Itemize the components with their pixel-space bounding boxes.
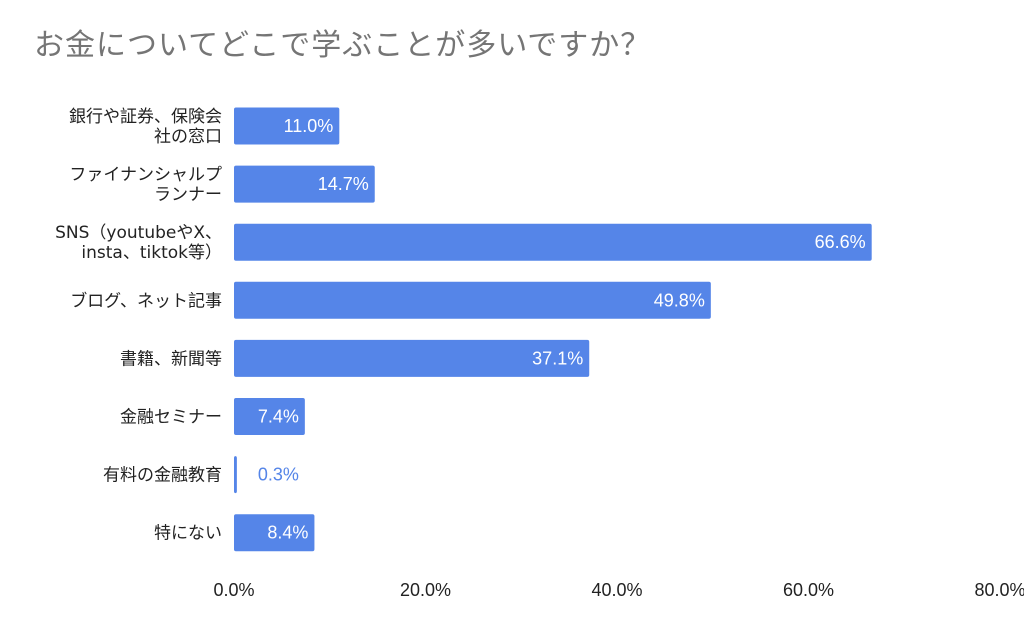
bar: [234, 398, 305, 435]
category-label-line: 銀行や証券、保険会: [69, 107, 222, 127]
x-tick-label: 40.0%: [591, 580, 642, 600]
data-label: 66.6%: [815, 232, 866, 252]
bar: [234, 514, 315, 552]
category-label: 特にない: [154, 524, 222, 544]
bar: [234, 456, 237, 494]
category-label-line: 特にない: [154, 524, 222, 544]
data-label: 11.0%: [284, 116, 334, 136]
category-label-line: ブログ、ネット記事: [70, 290, 222, 311]
category-label: SNS（youtubeやX、 insta、tiktok等）: [55, 223, 222, 263]
category-label-line: 書籍、新聞等: [120, 349, 222, 369]
x-tick-label: 80.0%: [974, 580, 1024, 600]
category-label-line: 有料の金融教育: [103, 466, 222, 486]
data-label: 37.1%: [532, 348, 583, 368]
bar: [234, 223, 872, 261]
x-tick-label: 60.0%: [783, 580, 834, 600]
bar: [234, 107, 340, 145]
data-label: 8.4%: [267, 523, 308, 543]
data-label: 7.4%: [258, 407, 299, 427]
category-label: ファイナンシャルプランナー: [69, 165, 222, 205]
category-label-line: SNS（youtubeやX、: [55, 223, 222, 243]
category-label-line: ファイナンシャルプ: [69, 165, 222, 185]
category-label: 書籍、新聞等: [120, 349, 222, 369]
category-label: 金融セミナー: [120, 408, 222, 428]
category-label-line: insta、tiktok等）: [81, 243, 222, 263]
data-label: 0.3%: [258, 465, 299, 485]
bar: [234, 339, 590, 377]
chart-title: お金についてどこで学ぶことが多いですか？: [34, 28, 652, 63]
bar: [234, 281, 711, 319]
category-label: 銀行や証券、保険会社の窓口: [69, 107, 222, 147]
data-label: 14.7%: [318, 174, 369, 194]
category-label: ブログ、ネット記事: [70, 290, 222, 311]
bar: [234, 165, 375, 203]
category-label-line: ランナー: [154, 185, 222, 205]
x-tick-label: 0.0%: [213, 580, 254, 600]
category-label-line: 社の窓口: [154, 127, 222, 147]
category-label: 有料の金融教育: [103, 466, 222, 486]
category-label-line: 金融セミナー: [120, 408, 222, 428]
x-tick-label: 20.0%: [400, 580, 451, 600]
data-label: 49.8%: [654, 290, 705, 310]
